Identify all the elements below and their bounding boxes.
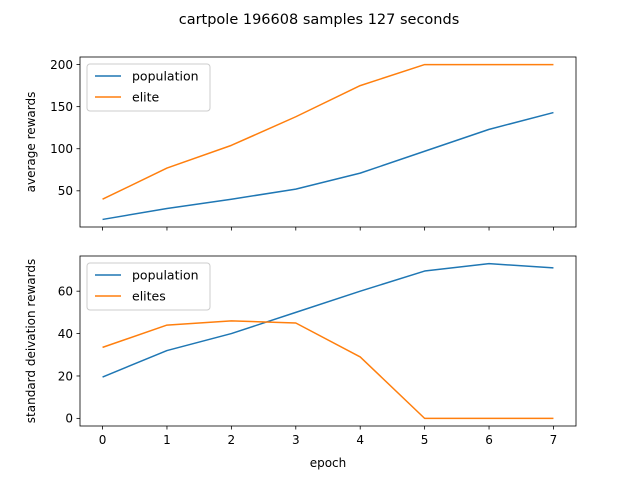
y-axis-label: average rewards	[24, 92, 38, 193]
y-tick-label: 100	[50, 142, 73, 156]
legend-entry: elites	[132, 289, 166, 304]
y-tick-label: 0	[65, 412, 73, 426]
axes-frame	[79, 255, 577, 427]
y-tick-label: 200	[50, 58, 73, 72]
figure-title: cartpole 196608 samples 127 seconds	[179, 12, 460, 28]
x-tick-label: 1	[163, 433, 171, 447]
x-tick-label: 4	[356, 433, 364, 447]
series-line-population	[102, 111, 554, 221]
y-axis-label: standard deivation rewards	[24, 259, 38, 423]
series-line-population	[102, 262, 554, 378]
series-line-elites	[102, 320, 554, 420]
chart-1: 50 100 150 200 average rewards population elit…	[24, 56, 577, 231]
y-tick-label: 40	[58, 327, 73, 341]
legend-entry: population	[132, 69, 199, 84]
x-tick-label: 5	[421, 433, 429, 447]
axes-frame	[79, 56, 577, 228]
y-tick-label: 150	[50, 100, 73, 114]
x-tick-label: 2	[228, 433, 236, 447]
legend-entry: elite	[132, 90, 160, 105]
y-tick-label: 50	[58, 184, 73, 198]
legend-entry: population	[132, 268, 199, 283]
series-line-elite	[102, 63, 554, 200]
x-tick-label: 6	[485, 433, 493, 447]
legend: population elites	[86, 262, 211, 311]
legend: population elite	[86, 63, 211, 112]
y-tick-label: 60	[58, 284, 73, 298]
x-axis-label: epoch	[310, 456, 347, 470]
x-tick-label: 0	[99, 433, 107, 447]
chart-2: 0 1 2 3 4 5 6 7 0 20 40 60 standard deivation reward…	[24, 255, 577, 470]
x-tick-label: 7	[550, 433, 558, 447]
x-tick-label: 3	[292, 433, 300, 447]
y-tick-label: 20	[58, 369, 73, 383]
